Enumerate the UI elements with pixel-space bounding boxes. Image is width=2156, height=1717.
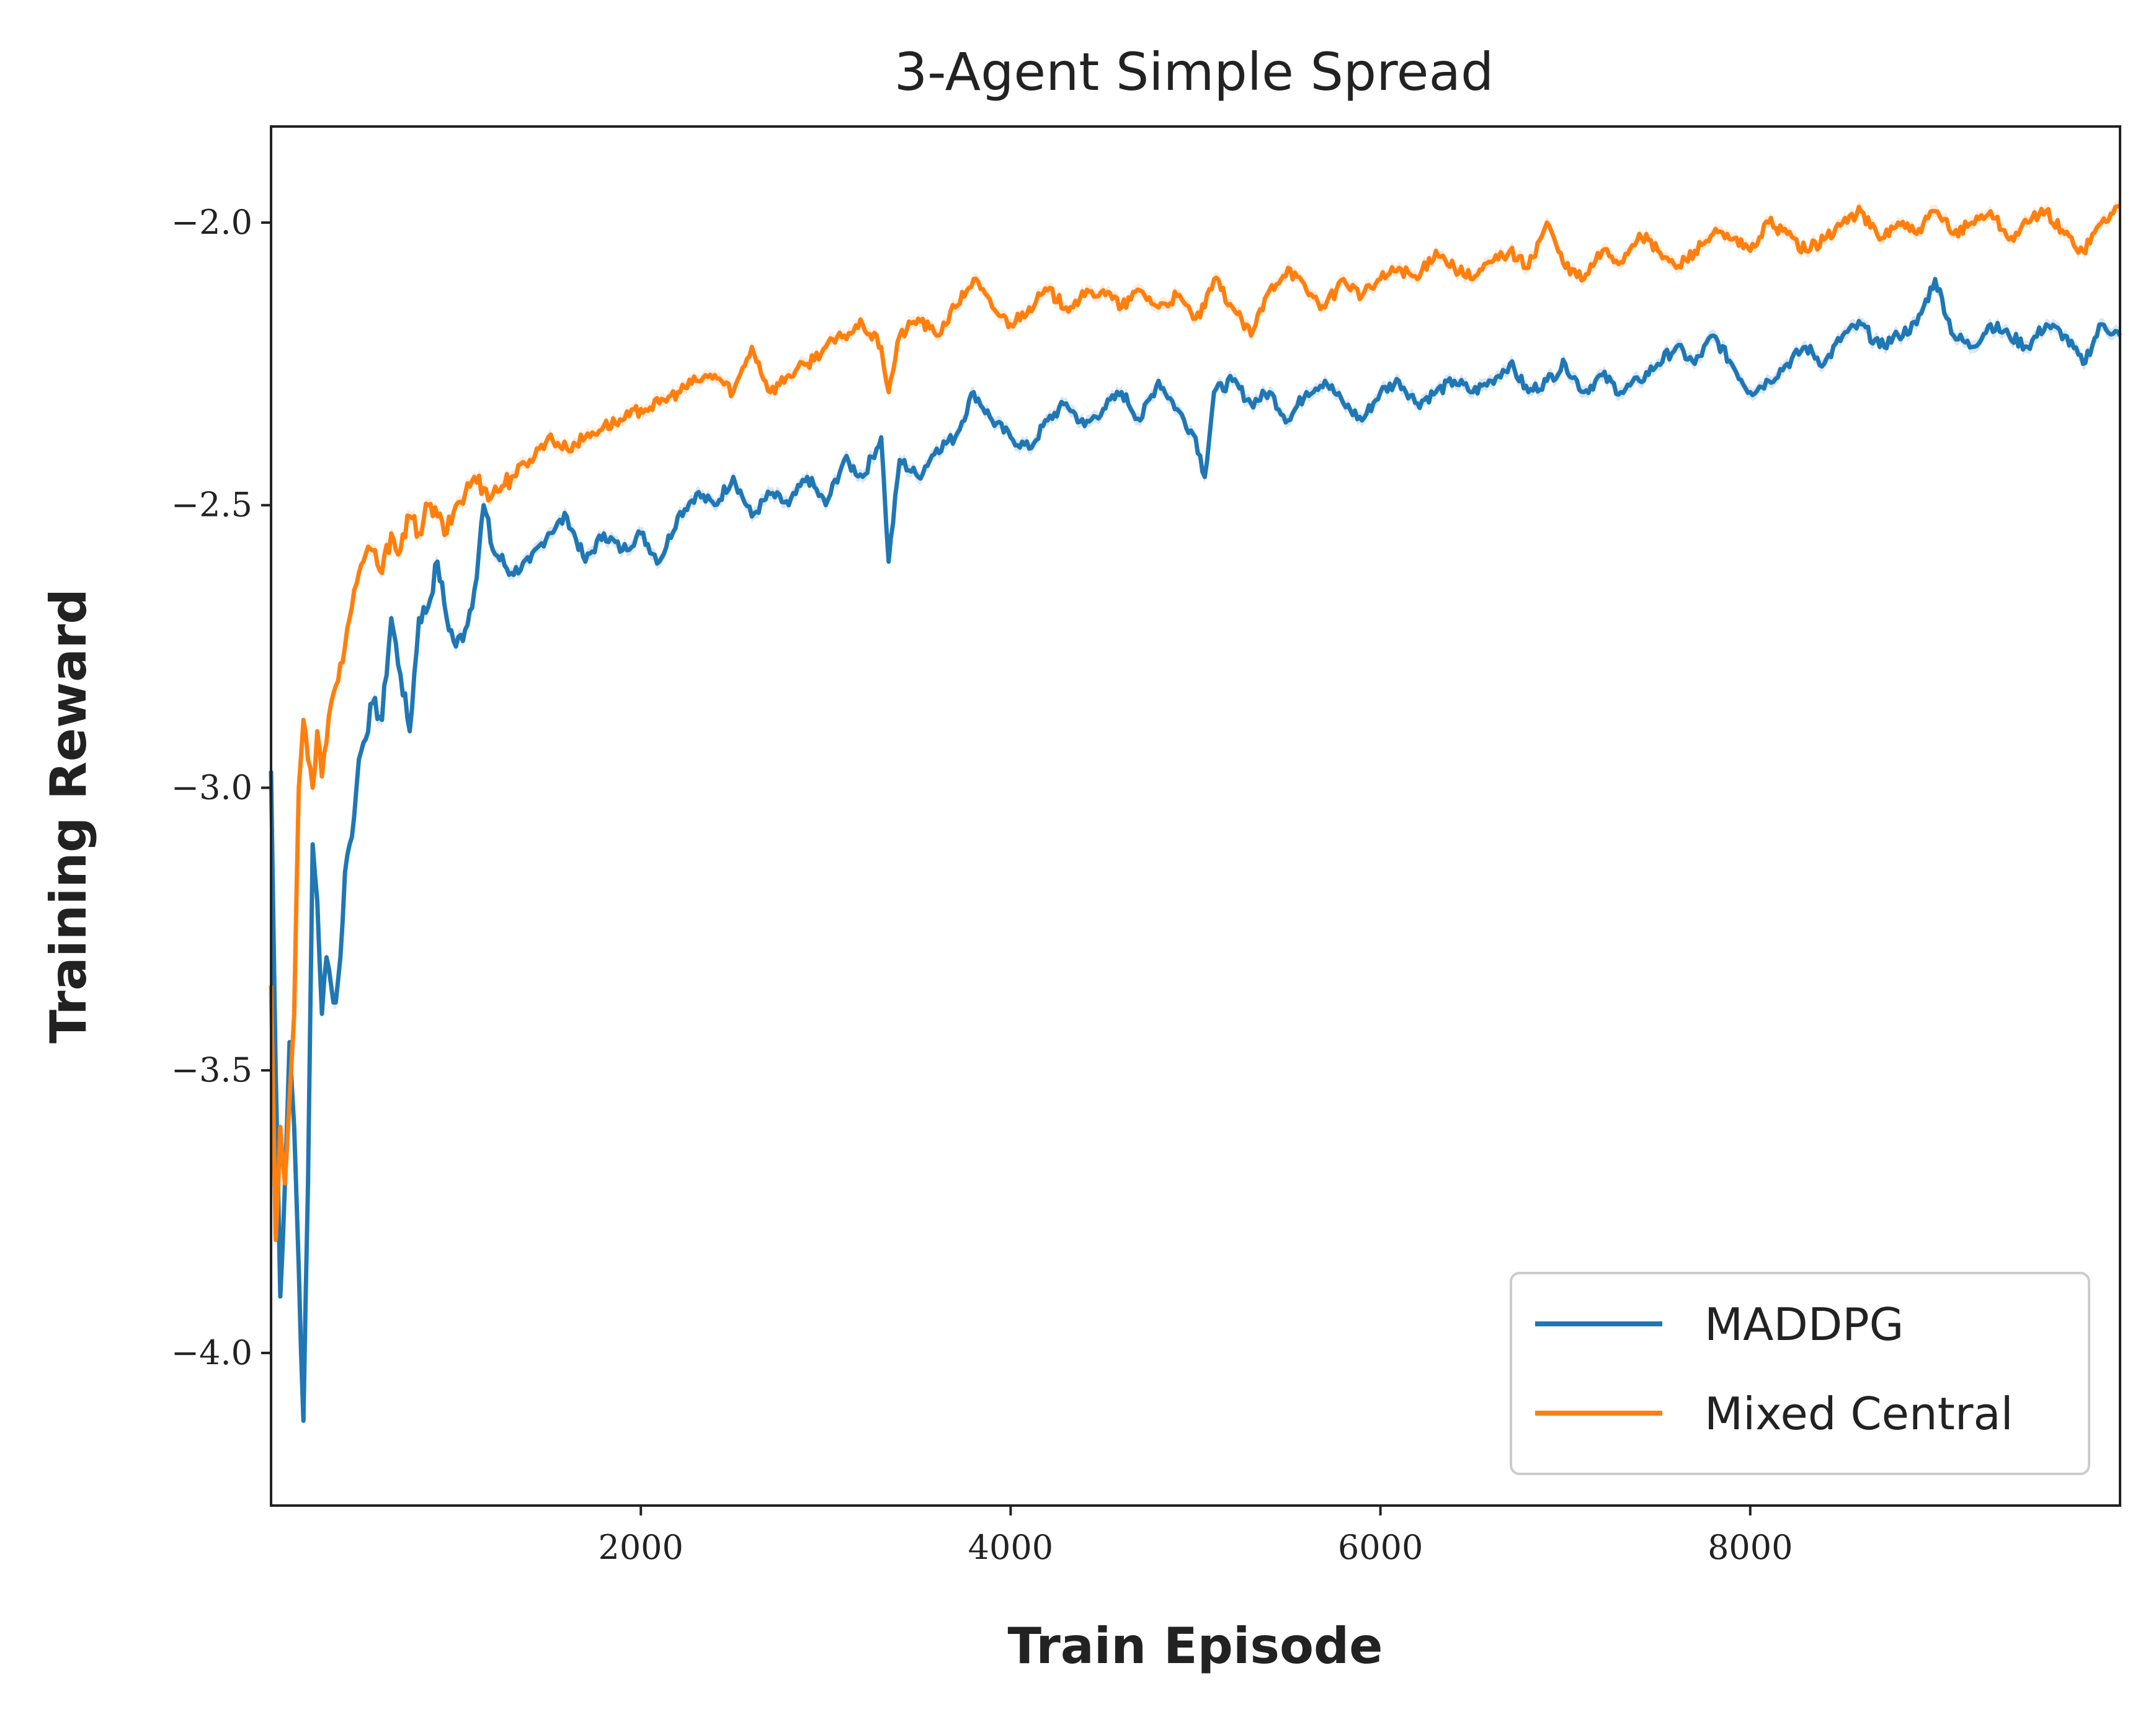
y-tick-label: −2.0 (171, 203, 252, 242)
legend-label-mixed-central: Mixed Central (1704, 1388, 2013, 1440)
x-tick-label: 2000 (598, 1528, 683, 1567)
series-line (269, 277, 2123, 1423)
x-tick-label: 4000 (968, 1528, 1053, 1567)
x-tick-label: 6000 (1338, 1528, 1423, 1567)
y-tick-label: −3.0 (171, 768, 252, 807)
x-axis-label: Train Episode (1008, 1617, 1383, 1675)
y-axis-ticks: −2.0 −2.5 −3.0 −3.5 −4.0 (171, 203, 271, 1372)
confidence-bands (271, 199, 2120, 1427)
series-line (269, 203, 2121, 1243)
plot-frame (270, 125, 2121, 1507)
series-band (271, 199, 2120, 1246)
y-tick-label: −4.0 (171, 1333, 252, 1372)
plot-area (269, 125, 2123, 1507)
x-tick-label: 8000 (1708, 1528, 1793, 1567)
y-tick-label: −2.5 (171, 486, 252, 525)
legend-label-maddpg: MADDPG (1704, 1298, 1904, 1351)
series-lines (269, 203, 2123, 1423)
chart-title: 3-Agent Simple Spread (894, 42, 1494, 102)
y-axis-label: Training Reward (40, 588, 97, 1044)
legend: MADDPG Mixed Central (1510, 1272, 2090, 1475)
y-tick-label: −3.5 (171, 1050, 252, 1089)
x-axis-ticks: 2000 4000 6000 8000 (598, 1506, 1793, 1567)
